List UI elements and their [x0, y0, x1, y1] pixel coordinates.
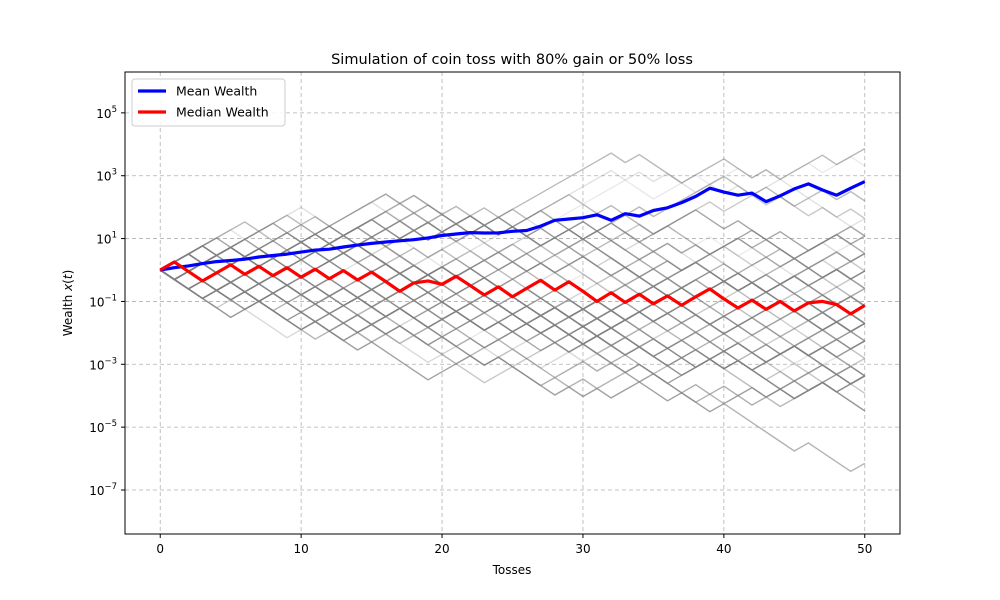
y-tick-label: 10−5 — [89, 419, 117, 435]
y-tick-label: 10−1 — [89, 293, 117, 309]
y-tick-label: 10−3 — [89, 356, 117, 372]
x-tick-label: 0 — [156, 542, 164, 556]
x-axis-label: Tosses — [492, 563, 532, 577]
x-tick-label: 40 — [716, 542, 731, 556]
series-lines — [159, 180, 866, 316]
x-tick-label: 10 — [293, 542, 308, 556]
x-tick-label: 30 — [575, 542, 590, 556]
legend: Mean Wealth Median Wealth — [131, 78, 286, 127]
x-axis: 0 10 20 30 40 50 — [156, 534, 872, 556]
legend-label: Median Wealth — [176, 105, 269, 120]
y-tick-label: 101 — [96, 231, 117, 247]
y-tick-label: 103 — [96, 168, 117, 184]
series-line-0 — [159, 180, 866, 272]
series-line-1 — [159, 260, 866, 316]
x-tick-label: 20 — [434, 542, 449, 556]
simulated-path — [159, 261, 866, 473]
simulated-path — [159, 251, 866, 335]
legend-box — [131, 78, 286, 127]
chart-title: Simulation of coin toss with 80% gain or… — [331, 52, 693, 68]
grid — [125, 72, 900, 534]
y-axis: 105 103 101 10−1 10−3 10−5 10−7 — [89, 105, 125, 498]
plot-frame — [124, 71, 901, 535]
x-tick-label: 50 — [857, 542, 872, 556]
y-tick-label: 10−7 — [89, 482, 117, 498]
legend-label: Mean Wealth — [176, 84, 257, 99]
simulated-path — [159, 175, 866, 271]
y-axis-label: Wealth x(t) — [61, 270, 75, 337]
y-tick-label: 105 — [96, 105, 117, 121]
